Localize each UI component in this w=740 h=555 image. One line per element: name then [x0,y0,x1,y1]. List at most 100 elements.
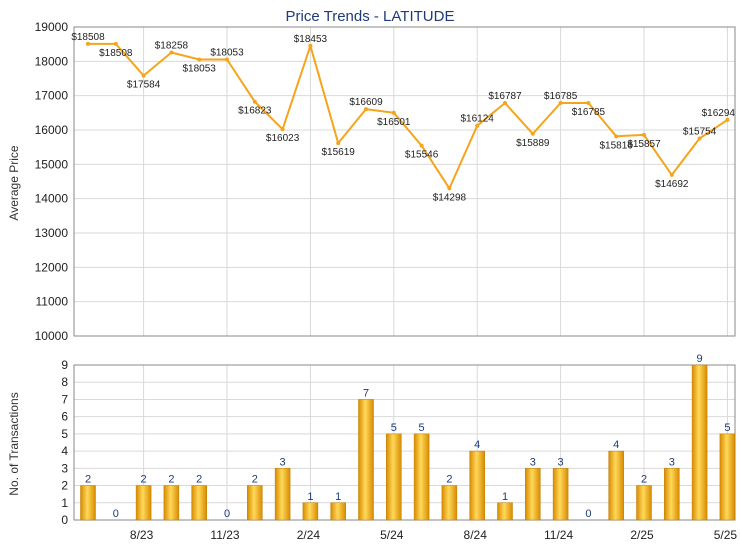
price-point [141,73,146,78]
price-point [586,101,591,106]
transaction-bar [719,433,736,521]
transaction-bar [469,450,485,521]
transaction-bar [525,468,541,521]
transaction-bar-label: 4 [613,439,619,451]
transaction-bar-label: 0 [224,508,230,520]
transactions-tick-label: 7 [61,392,68,406]
price-data-label: $18258 [155,40,189,51]
price-point [697,136,702,141]
price-tick-label: 13000 [35,226,69,240]
price-point [642,132,646,137]
transaction-bar [80,485,96,521]
transactions-tick-label: 8 [61,375,68,389]
transactions-tick-label: 0 [61,513,68,527]
price-point [558,101,563,106]
price-data-label: $16023 [266,133,300,144]
price-point [113,41,118,46]
price-data-label: $16823 [238,106,272,117]
price-data-label: $16124 [461,114,495,125]
transaction-bar [552,468,569,521]
transaction-bar-label: 5 [724,422,730,434]
x-tick-label: 2/25 [630,528,654,542]
transaction-bar-label: 4 [474,439,480,451]
price-plot-frame [73,26,736,337]
x-tick-label: 5/24 [380,528,404,542]
price-axis-label: Average Price [7,145,21,220]
price-data-label: $18508 [71,32,105,43]
transaction-bar-label: 2 [196,474,202,486]
transaction-bar-label: 5 [419,422,425,434]
transactions-tick-label: 3 [61,461,68,475]
transaction-bar-label: 1 [502,491,508,503]
price-data-label: $15889 [516,138,550,149]
price-point [252,99,257,104]
transaction-bar [664,468,680,521]
price-point [669,172,674,177]
price-data-label: $17584 [127,80,161,91]
transaction-bar-label: 9 [697,353,703,365]
transactions-tick-label: 9 [61,358,68,372]
transaction-bar-label: 2 [141,474,147,486]
price-data-label: $16609 [349,97,383,108]
transactions-panel: 0 1 2 3 4 5 6 7 8 9 2 0 2 2 2 0 2 3 1 1 7 5 5 2 4 1 3 3 0 4 2 3 9 5 8/23 11… [61,353,737,542]
price-tick-label: 12000 [35,260,69,274]
price-point [225,57,229,62]
x-tick-label: 5/25 [714,528,738,542]
price-point [364,107,368,112]
x-tick-label: 8/23 [130,528,154,542]
transaction-bar [691,364,708,521]
price-tick-label: 16000 [35,123,69,137]
price-point [614,134,619,139]
price-data-label: $15816 [600,140,634,151]
transaction-bar [163,485,180,521]
chart-title: Price Trends - LATITUDE [286,8,455,25]
transaction-bar-label: 2 [85,474,91,486]
transaction-bar [135,485,152,521]
price-data-label: $15857 [627,139,661,150]
price-data-label: $16785 [544,91,578,102]
x-tick-label: 11/23 [210,528,239,542]
price-tick-label: 18000 [35,54,69,68]
transaction-bar [330,502,346,521]
transactions-tick-label: 6 [61,410,68,424]
transactions-tick-label: 5 [61,427,68,441]
transaction-bar-label: 0 [585,508,591,520]
price-point [530,131,535,136]
transaction-bar-label: 3 [530,456,536,468]
transaction-bar-label: 1 [335,491,341,503]
transaction-bar-label: 2 [168,474,174,486]
price-point [503,100,507,105]
price-point [475,123,480,128]
price-data-label: $14692 [655,179,689,190]
price-point [197,57,202,62]
price-data-label: $15754 [683,126,717,137]
price-data-label: $18053 [183,64,217,75]
price-tick-label: 17000 [35,89,69,103]
price-data-label: $18453 [294,34,328,45]
price-series-line [88,42,728,190]
transaction-bar [274,468,291,521]
transaction-bar-label: 2 [641,474,647,486]
price-point [725,117,730,122]
price-point [419,143,424,148]
price-tick-label: 14000 [35,192,69,206]
transaction-bar-label: 3 [280,456,286,468]
transaction-bar [441,485,458,521]
price-point [447,186,452,191]
price-data-label: $16501 [377,117,411,128]
transaction-bar-label: 3 [669,456,675,468]
x-tick-label: 11/24 [544,528,573,542]
price-tick-label: 11000 [36,295,69,309]
price-data-label: $16785 [572,107,606,118]
transaction-bar [191,485,207,521]
transactions-tick-label: 1 [61,496,68,510]
transaction-bar [386,433,402,521]
price-point [391,110,396,115]
transaction-bar-label: 3 [558,456,564,468]
transactions-tick-label: 2 [61,479,68,493]
price-tick-label: 15000 [35,157,69,171]
price-data-label: $16787 [488,91,522,102]
price-point [280,127,285,132]
transaction-bar [497,502,513,521]
price-data-label: $15546 [405,150,439,161]
